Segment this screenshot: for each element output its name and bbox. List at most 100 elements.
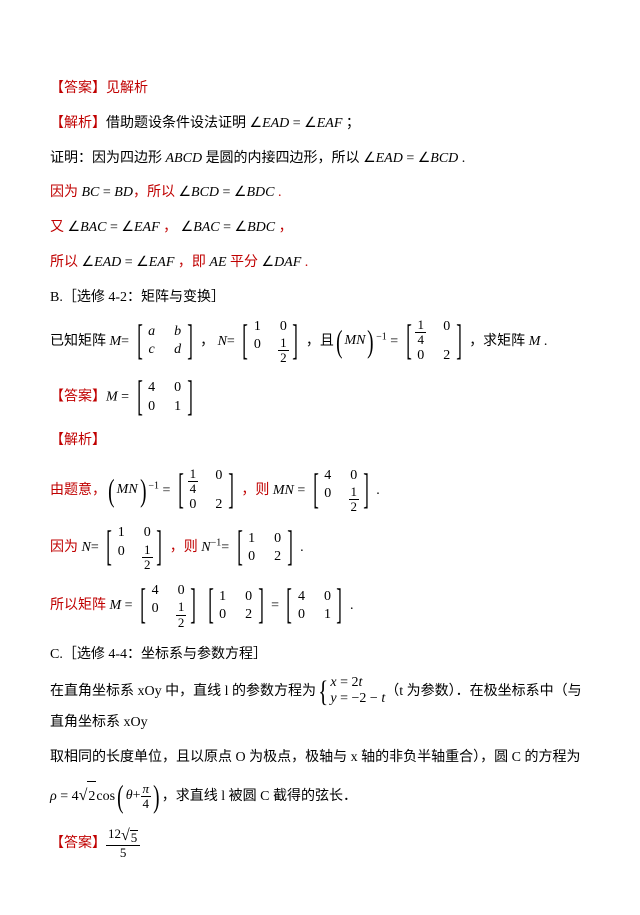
pre: 由题意， <box>50 483 106 498</box>
pre: 又 <box>50 220 68 235</box>
section-c: C.［选修 4-4：坐标系与参数方程］ <box>50 640 590 671</box>
proof-4: 所以 ∠EAD = ∠EAF ，即 AE 平分 ∠DAF . <box>50 248 590 279</box>
cos: cos <box>96 789 115 804</box>
then: ，则 <box>170 540 202 555</box>
matrix-mn: [40012] <box>136 582 200 630</box>
matrix-ans: [4001] <box>133 379 197 415</box>
m2: M <box>529 334 541 349</box>
post: . <box>300 540 304 555</box>
eq2: = <box>227 334 235 349</box>
matrix-mninv: [14002] <box>402 318 466 366</box>
pre: 因为 <box>50 185 82 200</box>
eq2: ∠BAC = ∠BDC <box>181 220 275 235</box>
matrix-ans2: [4001] <box>282 588 346 624</box>
eq: = <box>159 483 174 498</box>
sep: ， <box>160 220 181 235</box>
mn: MN <box>344 326 365 357</box>
mid: ，所以 <box>133 185 179 200</box>
post: . <box>540 334 547 349</box>
eq: = 4 <box>57 789 79 804</box>
inv: −1 <box>148 480 159 491</box>
n: N <box>218 334 227 349</box>
eq2: ∠DAF <box>262 255 302 270</box>
answer-c: 【答案】12√55 <box>50 827 590 861</box>
matrix-ninv: [1002] <box>233 530 297 566</box>
matrix-mninv2: [14002] <box>174 467 238 515</box>
post: . <box>350 598 354 613</box>
matrix-mn: [40012] <box>309 467 373 515</box>
eq1: BC = BD <box>82 185 133 200</box>
mid: ，即 <box>174 255 209 270</box>
mid: 是圆的内接四边形，所以 <box>202 151 363 166</box>
answer-b: 【答案】M = [4001] <box>50 379 590 415</box>
proof-2: 因为 BC = BD，所以 ∠BCD = ∠BDC . <box>50 178 590 209</box>
eq: = <box>121 334 129 349</box>
m: M <box>106 390 118 405</box>
post: . <box>376 483 380 498</box>
label: 【答案】 <box>50 836 106 851</box>
mid2: 平分 <box>227 255 262 270</box>
problem-c-1: 在直角坐标系 xOy 中，直线 l 的参数方程为{x = 2ty = −2 − … <box>50 675 590 739</box>
eq2: = <box>221 540 229 555</box>
eq: ∠EAD = ∠BCD <box>363 151 458 166</box>
post: . <box>301 255 308 270</box>
pre: 证明：因为四边形 <box>50 151 166 166</box>
pre: 所以矩阵 <box>50 598 110 613</box>
pre: 所以 <box>50 255 82 270</box>
post: ，求直线 l 被圆 C 截得的弦长． <box>162 789 357 804</box>
post: . <box>274 185 281 200</box>
pre: 已知矩阵 <box>50 334 110 349</box>
post: ， <box>275 220 293 235</box>
eq: = <box>91 540 99 555</box>
ae: AE <box>209 255 226 270</box>
suffix: ，求矩阵 <box>469 334 529 349</box>
step-2: 因为 N= [10012] ，则 N−1= [1002] . <box>50 524 590 572</box>
then: ，则 <box>241 483 273 498</box>
answer-1: 【答案】见解析 <box>50 74 590 105</box>
eq: = <box>121 598 132 613</box>
problem-b: 已知矩阵 M= [abcd] ， N= [10012] ，且(MN)−1 = [… <box>50 318 590 366</box>
matrix-n: [10012] <box>238 318 302 366</box>
matrix-ninv2: [1002] <box>204 588 268 624</box>
sep: ， <box>200 334 218 349</box>
analysis-1: 【解析】借助题设条件设法证明 ∠EAD = ∠EAF ； <box>50 109 590 140</box>
section-b: B.［选修 4-2：矩阵与变换］ <box>50 283 590 314</box>
pre: 在直角坐标系 xOy 中，直线 l 的参数方程为 <box>50 684 316 699</box>
eq: ∠EAD = ∠EAF <box>250 116 343 131</box>
label: 【答案】 <box>50 390 106 405</box>
plus: + <box>133 781 141 812</box>
eq2: ∠BCD = ∠BDC <box>178 185 274 200</box>
problem-c-2: 取相同的长度单位，且以原点 O 为极点，极轴与 x 轴的非负半轴重合），圆 C … <box>50 743 590 774</box>
n: N <box>82 540 91 555</box>
rho: ρ <box>50 789 57 804</box>
post: ； <box>342 116 360 131</box>
eq1: ∠EAD = ∠EAF <box>82 255 175 270</box>
mn2: MN <box>273 483 294 498</box>
inv: −1 <box>376 331 387 342</box>
ans-label: 【答案】 <box>50 81 106 96</box>
problem-c-3: ρ = 4√2cos(θ + π4)，求直线 l 被圆 C 截得的弦长． <box>50 778 590 813</box>
label: 【解析】 <box>50 116 106 131</box>
step-1: 由题意，(MN)−1 = [14002] ，则 MN = [40012] . <box>50 467 590 515</box>
theta: θ <box>126 781 133 812</box>
ninv: N <box>201 540 210 555</box>
mn: MN <box>117 475 138 506</box>
inv: −1 <box>211 538 222 549</box>
proof-3: 又 ∠BAC = ∠EAF ， ∠BAC = ∠BDC ， <box>50 213 590 244</box>
m: M <box>110 598 122 613</box>
abcd: ABCD <box>166 151 203 166</box>
eq1: ∠BAC = ∠EAF <box>68 220 160 235</box>
matrix-m: [abcd] <box>133 323 197 359</box>
proof-1: 证明：因为四边形 ABCD 是圆的内接四边形，所以 ∠EAD = ∠BCD . <box>50 144 590 175</box>
analysis-b-label: 【解析】 <box>50 426 590 457</box>
post: . <box>458 151 465 166</box>
ans-text: 见解析 <box>106 81 148 96</box>
eq: = <box>118 390 129 405</box>
m: M <box>110 334 122 349</box>
pre: 因为 <box>50 540 82 555</box>
eq2: = <box>294 483 309 498</box>
and: ，且 <box>306 334 334 349</box>
matrix-n2: [10012] <box>102 524 166 572</box>
pre: 借助题设条件设法证明 <box>106 116 250 131</box>
step-3: 所以矩阵 M = [40012] [1002] = [4001] . <box>50 582 590 630</box>
